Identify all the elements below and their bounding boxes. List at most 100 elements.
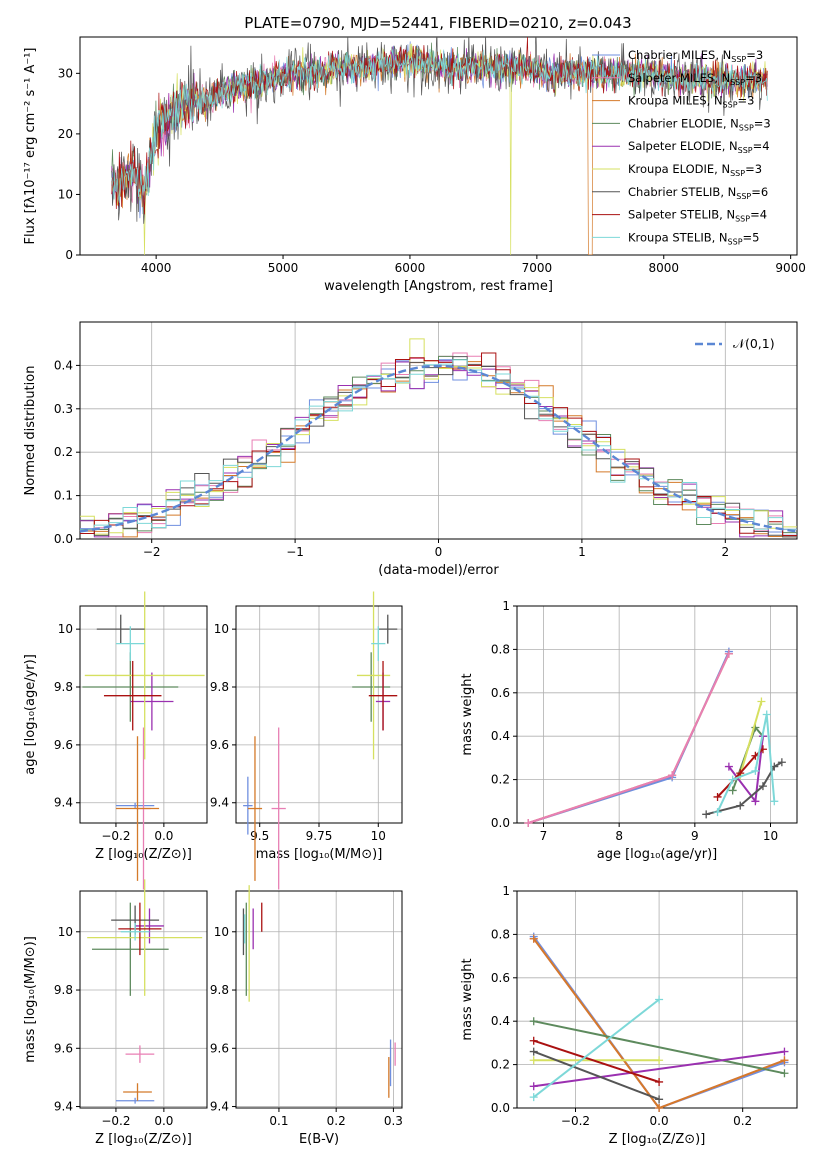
- weight-marker: [728, 786, 737, 795]
- plot-frame: [79, 890, 208, 1109]
- legend-entry: Salpeter STELIB, NSSP=4: [628, 208, 767, 224]
- weight-marker: [655, 1056, 664, 1065]
- weight-marker: [777, 758, 786, 767]
- x-tick-label: 8: [615, 829, 623, 843]
- x-tick-label: 4000: [141, 261, 172, 275]
- weight-marker: [713, 808, 722, 817]
- weight-marker: [757, 697, 766, 706]
- x-tick-label: 5000: [268, 261, 299, 275]
- legend-subscript: SSP: [723, 101, 738, 110]
- y-axis-label: mass weight: [460, 673, 475, 755]
- weight-marker: [524, 819, 533, 827]
- weight-series: [528, 651, 730, 824]
- plot-frame: [516, 605, 798, 824]
- x-tick-label: 0.2: [327, 1114, 346, 1128]
- y-tick-label: 0.4: [491, 1014, 510, 1028]
- y-tick-label: 1: [502, 599, 510, 613]
- y-tick-label: 0.3: [54, 402, 73, 416]
- y-tick-label: 10: [214, 622, 229, 636]
- x-tick-label: 0.1: [269, 1114, 288, 1128]
- y-tick-label: 9.8: [210, 680, 229, 694]
- y-tick-label: 9.8: [54, 983, 73, 997]
- y-tick-label: 9.4: [210, 796, 229, 810]
- x-tick-label: 10: [371, 829, 386, 843]
- x-tick-label: 10: [763, 829, 778, 843]
- y-tick-label: 0: [65, 248, 73, 262]
- x-tick-label: 9.75: [306, 829, 333, 843]
- weight-marker: [529, 1047, 538, 1056]
- x-tick-label: 0.0: [154, 829, 173, 843]
- figure-title: PLATE=0790, MJD=52441, FIBERID=0210, z=0…: [244, 14, 631, 32]
- x-tick-label: −0.2: [101, 829, 130, 843]
- x-tick-label: −0.2: [101, 1114, 130, 1128]
- weight-series: [533, 1050, 660, 1101]
- x-tick-label: 0.3: [384, 1114, 403, 1128]
- legend-entry: Chabrier MILES, NSSP=3: [628, 48, 763, 64]
- x-tick-label: 0: [435, 545, 443, 559]
- age_vs_mass-axes: 9.5 9.75 10 mass [log₁₀(M/M⊙)] 9.4 9.6 9.8 10: [210, 591, 403, 890]
- y-tick-label: 0.6: [491, 686, 510, 700]
- weight-marker: [529, 1093, 538, 1102]
- x-axis-label: E(B-V): [299, 1132, 339, 1147]
- y-tick-label: 9.4: [54, 1100, 73, 1114]
- spectrum-line: [111, 48, 768, 203]
- y-tick-label: 1: [502, 884, 510, 898]
- legend-entry: Chabrier ELODIE, NSSP=3: [628, 116, 771, 132]
- legend-tail: =6: [751, 185, 768, 199]
- weight-series: [528, 653, 730, 824]
- weight-series: [716, 714, 776, 813]
- x-axis-label: age [log₁₀(age/yr)]: [597, 847, 718, 862]
- legend-tail: =3: [745, 162, 762, 176]
- legend-tail: =3: [754, 116, 771, 130]
- weight-marker: [751, 766, 760, 775]
- x-axis-label: wavelength [Angstrom, rest frame]: [324, 279, 553, 294]
- weight-marker: [655, 995, 664, 1004]
- mass_weight_vs_Z-axes: −0.2 0.0 0.2 0.0 0.2 0.4 0.6 0.8 1 Z [log₁₀(Z/Z⊙)…: [460, 884, 798, 1147]
- plot-frame: [79, 36, 798, 256]
- x-tick-label: 9.5: [250, 829, 269, 843]
- weight-marker: [529, 1036, 538, 1045]
- weight-marker: [529, 1082, 538, 1091]
- weight-series: [739, 701, 763, 776]
- weight-marker: [728, 775, 737, 784]
- y-tick-label: 9.6: [54, 1041, 73, 1055]
- mass_vs_Z-axes: −0.2 0.0 9.4 9.6 9.8 10 Z [log₁₀(Z/Z⊙)] mass [l…: [23, 879, 208, 1147]
- y-tick-label: 9.4: [54, 796, 73, 810]
- weight-marker: [713, 792, 722, 801]
- weight-marker: [762, 710, 771, 719]
- x-tick-label: −2: [143, 545, 161, 559]
- y-tick-label: 10: [58, 187, 73, 201]
- legend-tail: =3: [745, 71, 762, 85]
- legend-subscript: SSP: [730, 78, 745, 87]
- y-tick-label: 0.0: [54, 532, 73, 546]
- y-tick-label: 9.8: [210, 983, 229, 997]
- weight-marker: [655, 1104, 664, 1112]
- weight-marker: [724, 762, 733, 771]
- weight-series: [533, 1020, 785, 1075]
- y-axis-label: mass weight: [460, 958, 475, 1040]
- legend-entry: Kroupa STELIB, NSSP=5: [628, 230, 759, 246]
- legend-entry: 𝒩(0,1): [733, 336, 775, 351]
- y-tick-label: 0.6: [491, 971, 510, 985]
- weight-series: [533, 1039, 660, 1083]
- weight-marker: [724, 649, 733, 658]
- weight-marker: [668, 771, 677, 780]
- weight-marker: [529, 934, 538, 943]
- legend-tail: =3: [746, 48, 763, 62]
- y-tick-label: 10: [58, 925, 73, 939]
- y-tick-label: 0.2: [54, 445, 73, 459]
- weight-marker: [655, 1077, 664, 1086]
- y-axis-label: Normed distribution: [23, 366, 38, 496]
- residuals-axes: −2 −1 0 1 2 0.0 0.1 0.2 0.3 0.4 (data-model)/error…: [23, 321, 798, 578]
- y-tick-label: 0.8: [491, 927, 510, 941]
- y-tick-label: 0.0: [491, 1101, 510, 1115]
- y-tick-label: 0.0: [491, 816, 510, 830]
- reference-gaussian: [79, 364, 798, 533]
- weight-marker: [780, 1056, 789, 1065]
- legend-entry: Kroupa MILES, NSSP=3: [628, 94, 754, 110]
- y-axis-label: mass [log₁₀(M/M⊙)]: [23, 936, 38, 1063]
- weight-marker: [702, 810, 711, 819]
- x-tick-label: −0.2: [561, 1114, 590, 1128]
